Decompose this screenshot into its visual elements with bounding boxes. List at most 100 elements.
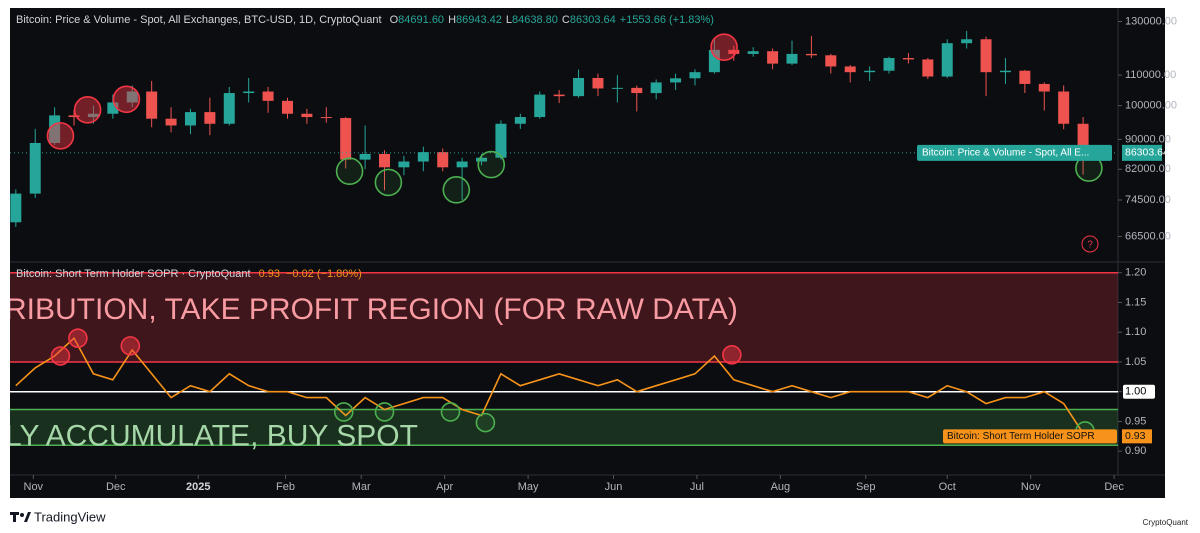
candle-body [980, 39, 992, 73]
y-tick-label: 1.10 [1125, 326, 1146, 338]
candle-body [534, 94, 546, 118]
x-tick-label: Jul [690, 481, 704, 493]
readout-value: 84638.80 [512, 14, 558, 26]
y-tick-label: 0.90 [1125, 445, 1146, 457]
candle-body [165, 118, 177, 126]
footer-watermark: CryptoQuant [1143, 518, 1189, 527]
help-icon[interactable] [1081, 235, 1099, 253]
legend-title: Bitcoin: Short Term Holder SOPR · Crypto… [16, 268, 251, 280]
y-tick-highlight [1123, 384, 1155, 399]
x-tick-label: Jun [605, 481, 623, 493]
candle-body [650, 82, 662, 94]
x-tick-label: Nov [1021, 481, 1041, 493]
candle-body [476, 157, 488, 162]
candle-body [417, 152, 429, 162]
legend-change: −0.02 (−1.80%) [286, 268, 362, 280]
candle-body [1019, 70, 1031, 84]
candle-body [689, 72, 701, 79]
highlight-circle [335, 157, 364, 186]
last-label: Bitcoin: Price & Volume - Spot, All E... [922, 147, 1089, 158]
candle-body [747, 51, 759, 54]
candle-body [223, 93, 235, 124]
candle-body [1077, 123, 1089, 153]
y-tick-label: 130000.00 [1125, 15, 1177, 27]
x-tick-label: Feb [276, 481, 295, 493]
candle-body [437, 152, 449, 168]
last-value: 0.93 [1125, 430, 1146, 442]
highlight-circle [710, 33, 738, 61]
y-tick-label: 1.20 [1125, 267, 1146, 279]
x-tick-label: May [518, 481, 539, 493]
band [10, 409, 1118, 446]
readout-key: C [562, 14, 570, 26]
y-tick-label: 1.15 [1125, 296, 1146, 308]
pane [10, 31, 1118, 227]
pane: RIBUTION, TAKE PROFIT REGION (FOR RAW DA… [5, 271, 1118, 452]
legend-change: +1553.66 (+1.83%) [620, 14, 714, 26]
candle-body [379, 153, 391, 168]
readout-key: O [390, 14, 399, 26]
candle-body [87, 113, 99, 118]
band-label: RIBUTION, TAKE PROFIT REGION (FOR RAW DA… [5, 293, 738, 326]
chart-background [10, 8, 1165, 498]
candle-body [864, 70, 876, 73]
candle-body [514, 117, 526, 124]
y-tick-label: 74500.00 [1125, 194, 1171, 206]
candle-body [49, 115, 61, 143]
candle-body [68, 115, 80, 118]
highlight-circle [374, 168, 403, 197]
highlight-circle [442, 176, 471, 204]
candle-body [146, 91, 158, 119]
candle-body [805, 53, 817, 56]
x-tick-label: Dec [1104, 481, 1124, 493]
candle-body [126, 91, 138, 103]
x-tick-label: Aug [771, 481, 791, 493]
candle-body [10, 193, 22, 223]
candle-body [398, 161, 410, 168]
highlight-circle [50, 346, 71, 366]
last-value-bg [1122, 144, 1162, 161]
legend-value: 0.93 [259, 268, 280, 280]
candle-body [844, 66, 856, 73]
candle-body [767, 51, 779, 64]
x-tick-label: Mar [352, 481, 371, 493]
candle-body [786, 53, 798, 64]
candle-body [204, 112, 216, 124]
candle-body [631, 87, 643, 94]
candle-body [1058, 91, 1070, 124]
readout-value: 86943.42 [456, 14, 502, 26]
candle-body [262, 91, 274, 101]
last-value-bg [1122, 429, 1152, 444]
candle-body [320, 117, 332, 119]
highlight-circle [73, 96, 102, 124]
x-tick-label: 2025 [186, 481, 210, 493]
readout-key: L [506, 14, 512, 26]
highlight-circle [112, 85, 141, 114]
candle-body [573, 78, 585, 97]
candle-body [592, 78, 604, 89]
sopr-line [15, 336, 1084, 434]
readout-value: 86303.64 [570, 14, 616, 26]
candle-body [825, 55, 837, 67]
band-label: LY ACCUMULATE, BUY SPOT [5, 419, 418, 452]
readout-value: 84691.60 [398, 14, 444, 26]
last-label-bg [917, 144, 1112, 161]
candle-body [708, 49, 720, 73]
candle-body [728, 49, 740, 54]
highlight-circle [374, 402, 395, 422]
last-label: Bitcoin: Short Term Holder SOPR [947, 431, 1095, 442]
candle-body [301, 113, 313, 118]
y-tick-label: 82000.00 [1125, 163, 1171, 175]
y-tick-label: 110000.00 [1125, 69, 1176, 81]
highlight-circle [46, 122, 75, 150]
candle-body [941, 43, 953, 77]
highlight-circle [475, 412, 496, 433]
candle-body [670, 78, 682, 83]
candle-body [902, 58, 914, 60]
candle-body [922, 59, 934, 77]
candle-body [495, 123, 507, 158]
candle-body [184, 112, 196, 126]
candle-body [340, 118, 352, 160]
candle-body [1038, 83, 1050, 92]
footer-logo [10, 512, 31, 522]
